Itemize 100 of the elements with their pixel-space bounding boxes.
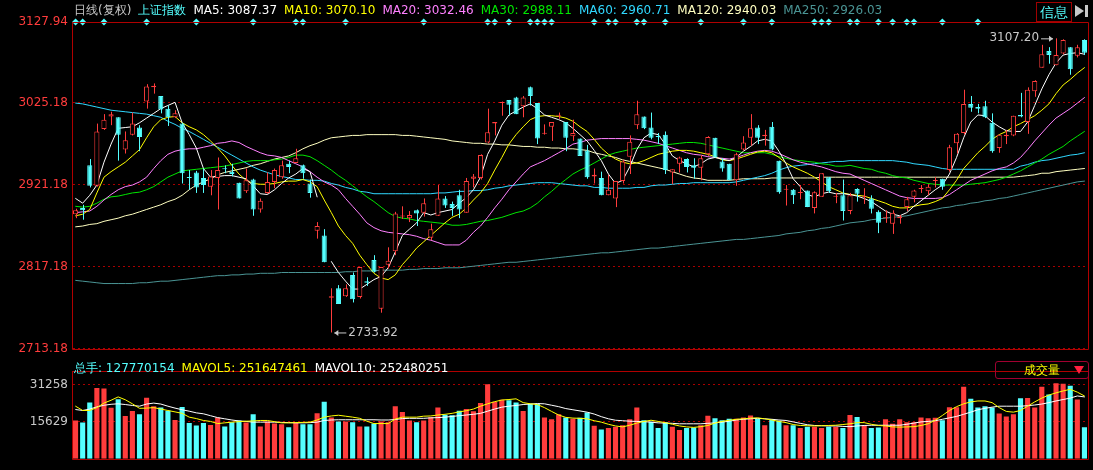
- bar: [591, 425, 597, 459]
- bar: [101, 388, 107, 459]
- bar: [200, 423, 206, 459]
- candlestick: [747, 113, 754, 147]
- candlestick: [122, 130, 128, 155]
- text: MA20: 3032.46: [382, 3, 474, 17]
- bar: [414, 422, 420, 459]
- bar: [243, 422, 249, 459]
- y-tick-label: 3127.94: [18, 14, 68, 29]
- candlestick: [612, 180, 619, 208]
- candlestick: [350, 272, 356, 303]
- bar: [435, 407, 441, 459]
- bar: [740, 417, 746, 459]
- chart-subtitle: 上证指数: [138, 3, 187, 17]
- bar: [385, 422, 391, 459]
- text: MA5: 3087.37: [193, 3, 278, 17]
- bar: [627, 419, 633, 459]
- bar: [733, 418, 739, 459]
- chart-title: 日线(复权): [74, 3, 132, 17]
- bar: [1067, 385, 1073, 459]
- bar: [712, 418, 718, 459]
- candlestick: [811, 190, 818, 214]
- bar: [1003, 416, 1009, 459]
- bar: [293, 422, 299, 459]
- candlestick: [456, 189, 462, 219]
- bar: [193, 425, 199, 459]
- candlestick: [271, 168, 278, 189]
- bar: [698, 425, 704, 459]
- bar: [982, 406, 988, 459]
- bar: [222, 426, 228, 459]
- candlestick: [847, 192, 853, 215]
- candlestick: [485, 108, 491, 144]
- bar: [961, 386, 967, 459]
- bar: [527, 403, 533, 459]
- bar: [378, 421, 384, 459]
- bar: [1053, 383, 1059, 459]
- bar: [719, 420, 725, 459]
- bar: [158, 407, 164, 459]
- bar: [605, 428, 611, 459]
- bar: [406, 420, 413, 459]
- bar: [300, 424, 306, 459]
- bar: [676, 430, 683, 459]
- bar: [520, 410, 526, 459]
- bar: [925, 418, 931, 459]
- y-tick-label: 2817.18: [18, 258, 68, 273]
- bar: [819, 428, 825, 459]
- y-tick-label: 2713.18: [18, 340, 68, 355]
- candlestick: [946, 144, 953, 173]
- bar: [968, 398, 974, 459]
- bar: [470, 411, 476, 459]
- candlestick: [307, 179, 313, 199]
- bar: [279, 424, 285, 459]
- bar: [882, 419, 889, 459]
- bar: [87, 402, 93, 459]
- bar: [534, 403, 540, 459]
- y-tick-label: 3025.18: [18, 95, 68, 110]
- bar: [769, 419, 775, 459]
- candlestick: [627, 134, 633, 175]
- annotation: 3107.20: [989, 30, 1040, 45]
- bar: [840, 428, 846, 459]
- candlestick: [215, 156, 221, 210]
- bar: [577, 417, 583, 459]
- bar: [151, 406, 157, 459]
- bar: [598, 429, 604, 459]
- bar: [1025, 398, 1031, 459]
- bar: [136, 414, 143, 459]
- text: MA120: 2940.03: [677, 3, 777, 17]
- bar: [499, 399, 505, 459]
- candlestick: [868, 194, 874, 214]
- bar: [129, 410, 135, 459]
- bar: [250, 414, 256, 459]
- bar: [442, 414, 448, 459]
- bar: [655, 428, 661, 459]
- bar: [932, 417, 938, 459]
- bar: [691, 427, 697, 459]
- bar: [357, 426, 363, 459]
- bar: [549, 419, 555, 459]
- candlestick: [435, 184, 441, 217]
- bar: [485, 384, 491, 459]
- bar: [918, 417, 924, 459]
- candlestick: [769, 121, 775, 151]
- bar: [811, 426, 818, 459]
- bar: [612, 426, 619, 459]
- bar: [236, 420, 242, 459]
- bar: [783, 425, 789, 459]
- bar: [328, 417, 334, 459]
- candlestick: [954, 132, 960, 155]
- bar: [477, 403, 484, 459]
- candlestick: [698, 154, 704, 181]
- candlestick: [385, 246, 391, 270]
- candlestick: [477, 153, 484, 181]
- text: MA30: 2988.11: [480, 3, 572, 17]
- candlestick: [648, 112, 654, 140]
- bar: [861, 425, 867, 459]
- bar: [684, 428, 690, 459]
- bar: [584, 412, 590, 459]
- candlestick: [549, 121, 555, 142]
- bar: [556, 414, 562, 459]
- bar: [428, 417, 434, 459]
- bar: [989, 407, 995, 459]
